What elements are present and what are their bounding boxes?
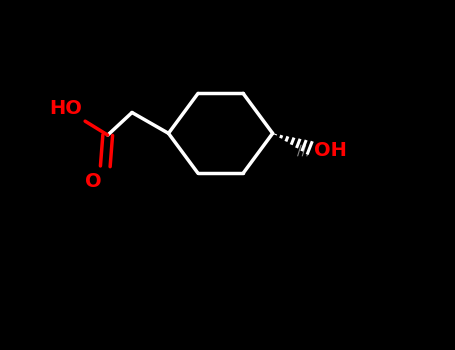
- Text: ∕∕∕: ∕∕∕: [297, 144, 311, 158]
- Text: OH: OH: [314, 141, 347, 160]
- Text: HO: HO: [50, 99, 82, 118]
- Text: O: O: [85, 172, 102, 190]
